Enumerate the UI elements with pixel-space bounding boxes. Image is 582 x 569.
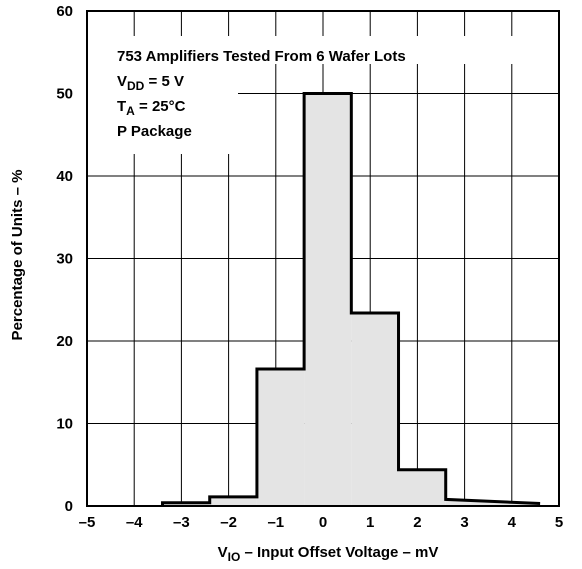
x-tick-label: –4 [126, 514, 143, 531]
histogram-bar [351, 312, 399, 506]
x-tick-label: 2 [413, 514, 421, 531]
annotation-line: P Package [117, 123, 192, 140]
x-tick-label: –3 [173, 514, 190, 531]
histogram-outline [161, 92, 541, 506]
y-tick-labels: 0 10 20 30 40 50 60 [56, 3, 73, 515]
y-tick-label: 30 [56, 251, 73, 268]
y-tick-label: 10 [56, 416, 73, 433]
annotation-line: 753 Amplifiers Tested From 6 Wafer Lots [117, 48, 406, 65]
x-tick-label: 3 [460, 514, 468, 531]
plot-border [86, 10, 560, 507]
histogram-bars [161, 92, 541, 506]
x-axis-label: VIO – Input Offset Voltage – mV [218, 544, 439, 564]
x-tick-label: 0 [319, 514, 327, 531]
x-axis-label-rest: – Input Offset Voltage – mV [240, 544, 438, 561]
annotation-background [88, 64, 238, 154]
x-tick-label: –1 [267, 514, 284, 531]
x-axis-label-subscript: IO [228, 550, 241, 564]
plot-frame [86, 10, 560, 507]
y-tick-label: 0 [65, 498, 73, 515]
x-tick-label: 5 [555, 514, 563, 531]
y-axis-label: Percentage of Units – % [9, 170, 26, 341]
y-tick-label: 50 [56, 86, 73, 103]
histogram-bar [398, 469, 446, 506]
x-tick-labels: –5 –4 –3 –2 –1 0 1 2 3 4 5 [79, 514, 564, 531]
annotation-line: VDD = 5 V [117, 73, 184, 93]
y-tick-label: 20 [56, 333, 73, 350]
x-tick-label: –2 [220, 514, 237, 531]
annotation-box: 753 Amplifiers Tested From 6 Wafer Lots V… [88, 36, 524, 154]
y-tick-label: 40 [56, 168, 73, 185]
x-axis-label-main: V [218, 544, 228, 561]
histogram-bar [304, 93, 352, 506]
y-tick-label: 60 [56, 3, 73, 20]
histogram-bar [256, 369, 305, 506]
annotation-background [88, 36, 524, 64]
x-tick-label: –5 [79, 514, 96, 531]
histogram-bar [209, 496, 257, 506]
x-tick-label: 1 [366, 514, 374, 531]
annotation-line: TA = 25°C [117, 98, 186, 118]
x-tick-label: 4 [508, 514, 517, 531]
